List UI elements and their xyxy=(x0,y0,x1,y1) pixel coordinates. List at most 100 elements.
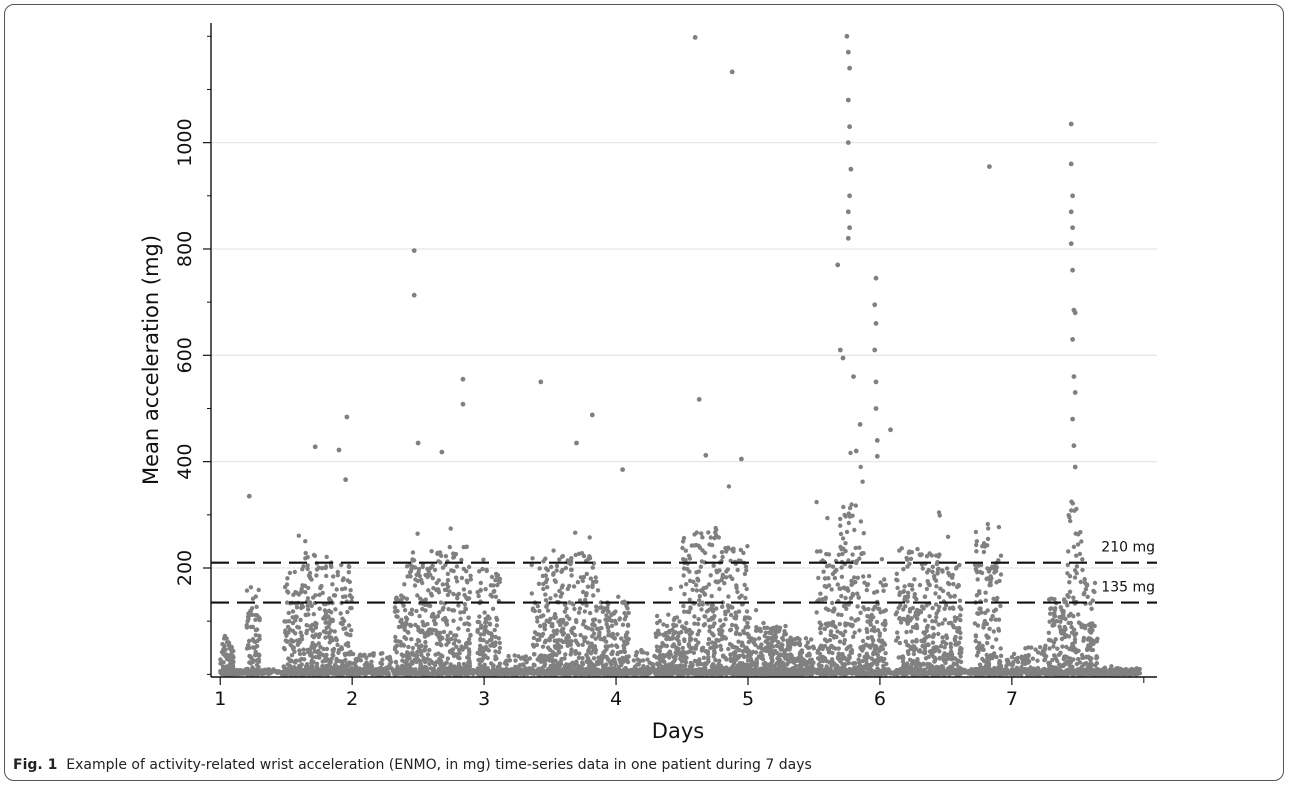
data-point xyxy=(905,614,911,619)
data-point xyxy=(287,619,292,624)
data-point xyxy=(450,651,455,656)
data-point xyxy=(605,625,610,630)
data-point xyxy=(710,640,715,645)
data-point xyxy=(504,662,509,667)
data-point xyxy=(981,541,987,546)
data-point xyxy=(924,586,930,592)
data-point xyxy=(614,643,619,648)
data-point xyxy=(927,614,932,619)
data-point xyxy=(832,607,837,612)
data-point xyxy=(884,661,889,667)
data-point xyxy=(1062,624,1067,630)
data-point xyxy=(682,655,687,660)
data-point xyxy=(943,603,949,608)
data-point xyxy=(558,622,563,628)
data-point xyxy=(467,659,472,664)
data-point xyxy=(733,631,739,636)
data-point xyxy=(587,663,593,669)
data-point xyxy=(445,578,451,583)
data-point xyxy=(287,627,293,632)
data-point xyxy=(618,657,623,663)
data-point xyxy=(697,594,702,599)
data-point xyxy=(1051,644,1056,649)
data-point xyxy=(447,589,452,594)
data-point xyxy=(445,633,450,638)
data-point xyxy=(1050,657,1055,663)
data-point xyxy=(585,584,591,589)
data-point xyxy=(434,631,439,637)
data-point xyxy=(310,622,315,628)
data-point xyxy=(532,663,537,668)
data-point xyxy=(839,593,844,599)
data-point xyxy=(537,623,543,629)
data-point xyxy=(560,567,565,573)
data-point xyxy=(463,606,468,611)
data-point xyxy=(879,557,885,562)
data-point xyxy=(681,573,686,578)
data-point xyxy=(428,603,433,609)
data-point xyxy=(409,607,415,612)
data-point xyxy=(244,625,250,630)
data-point xyxy=(848,649,853,655)
data-point xyxy=(483,624,488,629)
data-point xyxy=(324,573,329,579)
data-point xyxy=(285,576,290,581)
data-point xyxy=(466,564,472,570)
data-point xyxy=(328,562,334,568)
data-point xyxy=(393,659,399,665)
data-point xyxy=(680,545,685,551)
data-point xyxy=(1041,651,1047,656)
data-point xyxy=(895,635,901,640)
data-point xyxy=(680,645,685,651)
data-point xyxy=(347,593,353,598)
data-point xyxy=(512,653,517,658)
data-point xyxy=(284,633,289,638)
data-point xyxy=(773,631,778,636)
data-point xyxy=(754,625,759,630)
data-point xyxy=(480,566,485,572)
data-point xyxy=(742,615,748,620)
data-point xyxy=(682,659,687,664)
data-point xyxy=(367,652,372,658)
data-point xyxy=(489,634,495,639)
data-point xyxy=(713,579,718,584)
data-point xyxy=(313,593,318,598)
data-point xyxy=(413,565,418,570)
data-point xyxy=(734,583,739,588)
data-point xyxy=(330,582,335,587)
data-point xyxy=(712,554,717,559)
data-point xyxy=(401,603,406,608)
data-point xyxy=(682,609,687,614)
data-point xyxy=(289,653,295,658)
data-point xyxy=(535,637,540,643)
data-point xyxy=(430,576,435,581)
data-point xyxy=(339,646,344,652)
data-point xyxy=(1058,605,1064,610)
data-point xyxy=(1026,645,1031,650)
data-point xyxy=(1086,636,1092,641)
data-point xyxy=(719,636,725,642)
data-point xyxy=(749,636,754,641)
data-point xyxy=(726,484,732,489)
data-point xyxy=(1066,634,1072,639)
data-point xyxy=(593,636,598,641)
data-point xyxy=(1080,567,1085,573)
data-point xyxy=(307,575,313,580)
data-point xyxy=(321,629,327,634)
data-point xyxy=(696,578,701,583)
data-point xyxy=(521,662,526,668)
data-point xyxy=(958,645,963,651)
data-point xyxy=(335,642,340,648)
data-point xyxy=(577,651,582,656)
data-point xyxy=(980,656,985,662)
data-point xyxy=(576,610,582,615)
data-point xyxy=(402,608,408,613)
data-point xyxy=(959,607,964,612)
data-point xyxy=(719,647,724,652)
data-point xyxy=(657,653,663,658)
data-point xyxy=(1086,654,1091,659)
data-point xyxy=(837,621,842,627)
data-point xyxy=(1067,646,1072,652)
data-point xyxy=(693,646,698,651)
data-point xyxy=(325,620,330,625)
